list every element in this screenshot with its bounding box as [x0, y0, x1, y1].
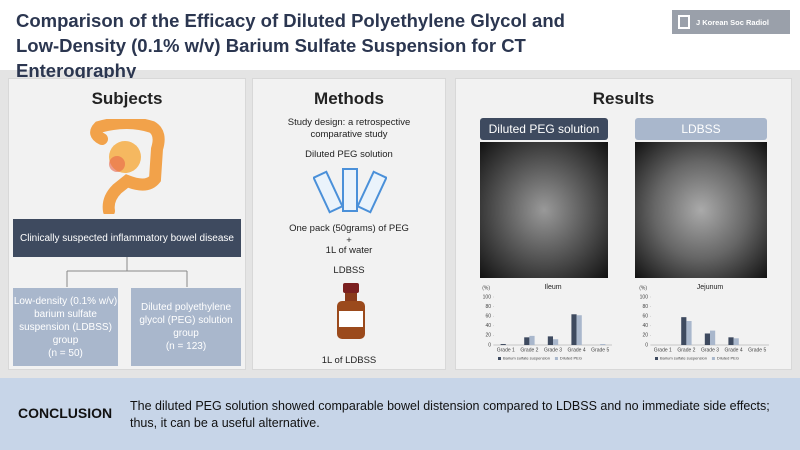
y-tick-label: 20	[642, 333, 648, 339]
ct-image	[480, 142, 608, 278]
y-tick-label: 60	[642, 314, 648, 320]
results-heading: Results	[592, 89, 655, 108]
design: Study design: a retrospective comparativ…	[287, 117, 411, 140]
y-tick-label: 0	[488, 342, 491, 348]
y-tick-label: 100	[483, 294, 492, 300]
bar	[681, 317, 687, 345]
legend-label: Barium sulfate suspension	[660, 356, 707, 361]
x-tick-label: Grade 5	[748, 347, 766, 353]
chart-title: Ileum	[544, 284, 561, 291]
header	[0, 0, 800, 70]
y-tick-label: 0	[645, 342, 648, 348]
bar	[686, 321, 692, 345]
y-tick-label: 100	[640, 294, 649, 300]
bar	[576, 315, 582, 345]
peg-recipe: One pack (50grams) of PEG	[289, 223, 409, 234]
bar	[733, 338, 739, 345]
water: 1L of water	[325, 245, 373, 256]
peg-packs-icon	[313, 168, 387, 214]
group-n: (n = 123)	[165, 341, 207, 352]
methods-panel: Methods Study design: a retrospective co…	[252, 78, 446, 370]
intestine	[90, 119, 165, 214]
methods-heading: Methods	[314, 89, 384, 108]
connector-lines	[66, 257, 188, 287]
bar	[500, 344, 506, 345]
condition: Clinically suspected inflammatory bowel …	[20, 232, 234, 244]
bar	[600, 344, 606, 345]
y-tick-label: 80	[485, 304, 491, 310]
logo-icon	[678, 15, 690, 29]
legend-swatch	[554, 357, 558, 360]
y-axis-label: (%)	[482, 285, 490, 291]
y-tick-label: 40	[485, 323, 491, 329]
legend-swatch	[655, 357, 658, 360]
intestine-icon	[90, 119, 165, 214]
legend-swatch	[711, 357, 715, 360]
x-tick-label: Grade 2	[520, 347, 538, 353]
group-label: Diluted polyethylene glycol (PEG) soluti…	[139, 302, 233, 339]
y-tick-label: 40	[642, 323, 648, 329]
bar	[704, 333, 710, 345]
ct-image	[635, 142, 767, 278]
peg-label: Diluted PEG solution	[305, 149, 393, 160]
bar	[524, 337, 530, 345]
connector	[66, 257, 188, 287]
x-tick-label: Grade 4	[725, 347, 743, 353]
group-box: Diluted polyethylene glycol (PEG) soluti…	[131, 288, 241, 366]
bar-chart: Ileum (%) 0 20 40 60 80 100 Grade 1 Grade 2 Grade …	[482, 284, 612, 361]
bar	[553, 339, 559, 345]
plus: +	[346, 235, 352, 246]
bar	[571, 314, 577, 345]
legend-label: Diluted PEG	[717, 356, 739, 361]
bar	[728, 337, 734, 345]
bar	[529, 335, 535, 345]
legend-swatch	[498, 357, 501, 360]
x-tick-label: Grade 5	[591, 347, 609, 353]
subjects-panel: Subjects Clinically suspected inflammato…	[8, 78, 246, 370]
group-box: Low-density (0.1% w/v) barium sulfate su…	[13, 288, 118, 366]
legend-label: Barium sulfate suspension	[503, 356, 550, 361]
journal-name: J Korean Soc Radiol	[696, 17, 769, 27]
bar-chart: Jejunum (%) 0 20 40 60 80 100 Grade 1 Grade 2 Grad…	[639, 284, 769, 361]
title: Comparison of the Efficacy of Diluted Po…	[16, 10, 565, 81]
y-tick-label: 80	[642, 304, 648, 310]
ldbss-amount: 1L of LDBSS	[321, 355, 377, 366]
subjects-heading: Subjects	[91, 89, 163, 108]
conclusion-label: CONCLUSION	[18, 405, 113, 421]
x-tick-label: Grade 1	[654, 347, 672, 353]
journal-logo: J Korean Soc Radiol	[672, 10, 790, 34]
x-tick-label: Grade 4	[568, 347, 586, 353]
tab: LDBSS	[635, 118, 767, 140]
conclusion-band	[0, 378, 800, 450]
x-tick-label: Grade 1	[497, 347, 515, 353]
inflammation	[109, 156, 125, 172]
y-tick-label: 60	[485, 314, 491, 320]
group-n: (n = 50)	[48, 347, 83, 359]
bottle-icon	[337, 283, 365, 339]
bar	[547, 336, 553, 345]
y-axis-label: (%)	[639, 285, 647, 291]
condition-box: Clinically suspected inflammatory bowel …	[13, 219, 241, 257]
x-tick-label: Grade 3	[701, 347, 719, 353]
chart-title: Jejunum	[697, 284, 724, 291]
bar	[710, 330, 716, 345]
conclusion-text: The diluted PEG solution showed comparab…	[130, 399, 770, 430]
x-tick-label: Grade 3	[544, 347, 562, 353]
ldbss-label: LDBSS	[333, 265, 365, 276]
legend-label: Diluted PEG	[560, 356, 582, 361]
tab: Diluted PEG solution	[480, 118, 608, 140]
x-tick-label: Grade 2	[677, 347, 695, 353]
y-tick-label: 20	[485, 333, 491, 339]
group-label: Low-density (0.1% w/v) barium sulfate su…	[13, 295, 118, 346]
